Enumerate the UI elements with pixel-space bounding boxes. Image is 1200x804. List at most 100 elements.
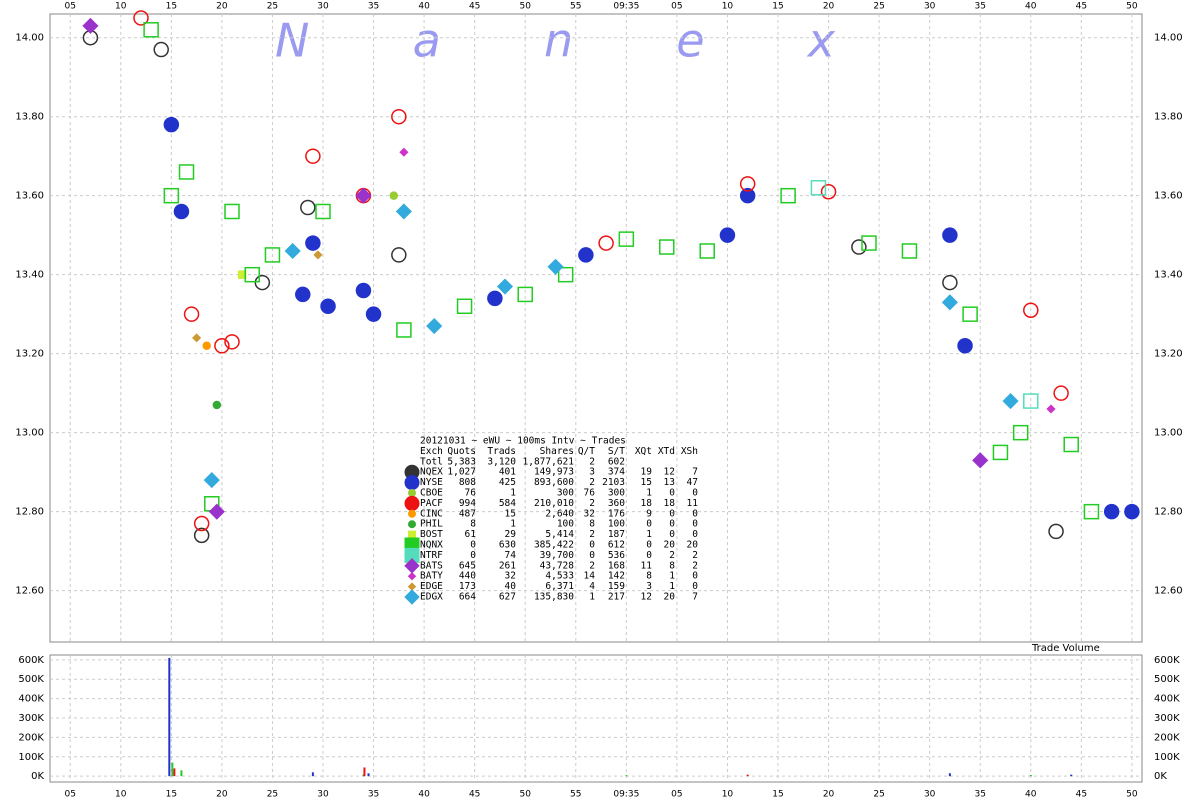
legend-stat: 536 bbox=[608, 550, 625, 561]
trade-marker bbox=[426, 317, 443, 335]
legend-entry: NTRF bbox=[420, 550, 443, 561]
y-tick-label: 300K bbox=[1154, 713, 1180, 724]
x-tick-label: 50 bbox=[519, 790, 531, 800]
trade-marker bbox=[408, 509, 416, 518]
legend-stat: 627 bbox=[499, 592, 516, 603]
trade-marker bbox=[391, 247, 407, 263]
legend-entry: EDGE bbox=[420, 581, 443, 592]
trade-marker bbox=[456, 298, 473, 315]
trade-marker bbox=[1012, 424, 1029, 441]
trade-marker bbox=[224, 334, 240, 350]
legend-entry: BATS bbox=[420, 560, 443, 571]
y-tick-label: 500K bbox=[18, 674, 44, 685]
trade-marker bbox=[153, 41, 169, 58]
legend-stat: 8 bbox=[669, 560, 675, 571]
x-tick-label: 15 bbox=[166, 790, 177, 800]
x-tick-label: 25 bbox=[267, 2, 278, 12]
legend-stat: 14 bbox=[584, 571, 596, 582]
y-tick-label: 14.00 bbox=[1154, 33, 1183, 44]
trade-marker bbox=[193, 515, 210, 532]
legend-stat: 39,700 bbox=[540, 550, 575, 561]
x-tick-label: 25 bbox=[873, 790, 884, 800]
trade-marker bbox=[404, 495, 420, 511]
trade-marker bbox=[1053, 385, 1069, 401]
legend-stat: 217 bbox=[608, 592, 625, 603]
legend-stat: 18 bbox=[664, 498, 676, 509]
legend-header: Trads bbox=[487, 446, 516, 457]
legend-stat: 100 bbox=[608, 519, 625, 530]
legend-stat: 6,371 bbox=[545, 581, 574, 592]
trade-marker bbox=[957, 338, 973, 354]
trade-marker bbox=[404, 589, 420, 605]
legend-stat: 0 bbox=[669, 488, 675, 499]
trade-marker bbox=[1023, 302, 1039, 318]
legend-stat: 76 bbox=[465, 488, 477, 499]
trade-marker bbox=[82, 17, 99, 34]
legend-stat: 2,640 bbox=[545, 508, 574, 519]
legend-stat: 8 bbox=[470, 519, 476, 530]
trade-marker bbox=[305, 235, 321, 251]
legend-stat: 0 bbox=[589, 540, 595, 551]
trade-marker bbox=[320, 298, 336, 315]
volume-bar bbox=[1029, 775, 1032, 777]
y-tick-label: 100K bbox=[18, 752, 44, 763]
x-tick-label: 30 bbox=[317, 790, 329, 800]
y-tick-label: 100K bbox=[1154, 752, 1180, 763]
x-tick-label: 25 bbox=[267, 790, 278, 800]
y-tick-label: 12.80 bbox=[1154, 507, 1183, 518]
y-tick-label: 13.40 bbox=[1154, 270, 1183, 281]
legend-stat: 20 bbox=[664, 592, 676, 603]
volume-bar bbox=[168, 657, 171, 777]
legend-stat: 176 bbox=[608, 508, 625, 519]
trade-marker bbox=[395, 203, 412, 220]
trade-marker bbox=[810, 180, 827, 196]
y-tick-label: 0K bbox=[1154, 771, 1167, 782]
legend-entry: NYSE bbox=[420, 477, 443, 488]
legend-entry: CBOE bbox=[420, 488, 443, 499]
legend-stat: 1,027 bbox=[447, 467, 476, 478]
x-tick-label: 10 bbox=[722, 2, 734, 12]
legend-stat: 0 bbox=[692, 508, 698, 519]
legend-entry: PACF bbox=[420, 498, 443, 509]
x-tick-label: 25 bbox=[873, 2, 884, 12]
y-tick-label: 200K bbox=[1154, 732, 1180, 743]
y-tick-label: 13.80 bbox=[1154, 112, 1183, 123]
trade-marker bbox=[212, 400, 222, 410]
legend-stat: 100 bbox=[557, 519, 574, 530]
legend-stat: 2 bbox=[669, 550, 675, 561]
legend-stat: 645 bbox=[459, 560, 476, 571]
legend-entry: EDGX bbox=[420, 592, 443, 603]
trade-marker bbox=[355, 187, 372, 204]
legend-stat: 584 bbox=[499, 498, 516, 509]
y-tick-label: 0K bbox=[31, 771, 44, 782]
legend-stat: 8 bbox=[589, 519, 595, 530]
volume-bar bbox=[948, 773, 951, 777]
legend-stat: 76 bbox=[584, 488, 596, 499]
trade-marker bbox=[739, 176, 756, 192]
legend-stat: 12 bbox=[664, 467, 675, 478]
legend-entry: NQEX bbox=[420, 467, 443, 478]
legend-total: 602 bbox=[608, 456, 625, 467]
trade-marker bbox=[962, 306, 978, 322]
legend-total: Totl bbox=[420, 456, 443, 467]
legend-stat: 612 bbox=[608, 540, 625, 551]
legend-stat: 15 bbox=[505, 508, 516, 519]
trade-marker bbox=[284, 242, 301, 260]
legend-stat: 893,600 bbox=[534, 477, 574, 488]
x-tick-label: 10 bbox=[115, 2, 127, 12]
trade-marker bbox=[941, 294, 958, 311]
legend-stat: 43,728 bbox=[540, 560, 575, 571]
legend-stat: 0 bbox=[589, 550, 595, 561]
trade-marker bbox=[517, 286, 533, 303]
trade-marker bbox=[972, 452, 989, 469]
trade-marker bbox=[224, 203, 240, 220]
trade-marker bbox=[1048, 523, 1064, 540]
x-tick-label: 15 bbox=[166, 2, 177, 12]
legend-stat: 2 bbox=[589, 498, 595, 509]
legend-stat: 1 bbox=[669, 571, 675, 582]
legend-stat: 11 bbox=[641, 560, 653, 571]
x-tick-label: 35 bbox=[974, 790, 985, 800]
x-tick-label: 55 bbox=[570, 790, 581, 800]
watermark: N a n e x bbox=[275, 14, 836, 68]
trade-marker bbox=[578, 247, 594, 263]
